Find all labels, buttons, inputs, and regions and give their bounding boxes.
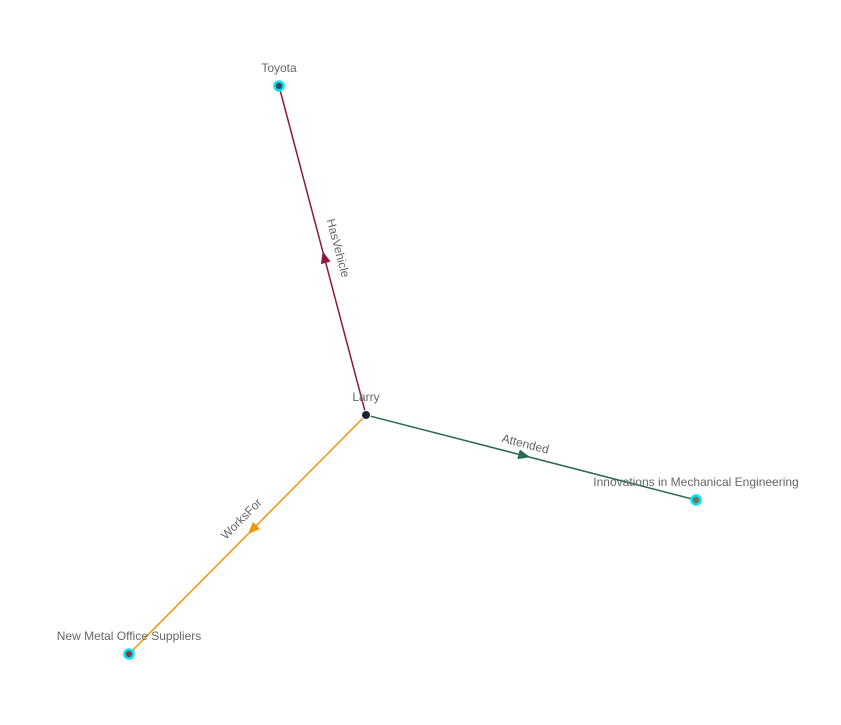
nodes: Larry Toyota Innovations in Mechanical Eng… xyxy=(57,61,799,660)
node-circle[interactable] xyxy=(123,648,135,660)
edge-line[interactable] xyxy=(128,414,367,655)
node-toyota[interactable]: Toyota xyxy=(261,61,297,92)
node-circle[interactable] xyxy=(361,410,371,420)
node-larry[interactable]: Larry xyxy=(352,390,380,420)
node-label: New Metal Office Suppliers xyxy=(57,629,202,643)
edge-worksfor[interactable]: WorksFor xyxy=(128,414,367,655)
node-label: Larry xyxy=(352,390,379,404)
node-innov[interactable]: Innovations in Mechanical Engineering xyxy=(593,475,799,506)
node-circle[interactable] xyxy=(273,80,285,92)
node-label: Toyota xyxy=(261,61,297,75)
arrow-icon xyxy=(320,251,331,265)
edge-line[interactable] xyxy=(365,414,697,501)
edge-line[interactable] xyxy=(278,85,367,416)
edge-label: Attended xyxy=(500,431,550,457)
arrow-icon xyxy=(248,521,261,534)
edge-hasvehicle[interactable]: HasVehicle xyxy=(278,85,367,416)
node-nmos[interactable]: New Metal Office Suppliers xyxy=(57,629,202,660)
edges: HasVehicle Attended WorksFor xyxy=(128,85,697,655)
edge-label: WorksFor xyxy=(218,496,264,543)
arrow-icon xyxy=(517,449,531,460)
node-circle[interactable] xyxy=(690,494,702,506)
node-label: Innovations in Mechanical Engineering xyxy=(593,475,798,489)
